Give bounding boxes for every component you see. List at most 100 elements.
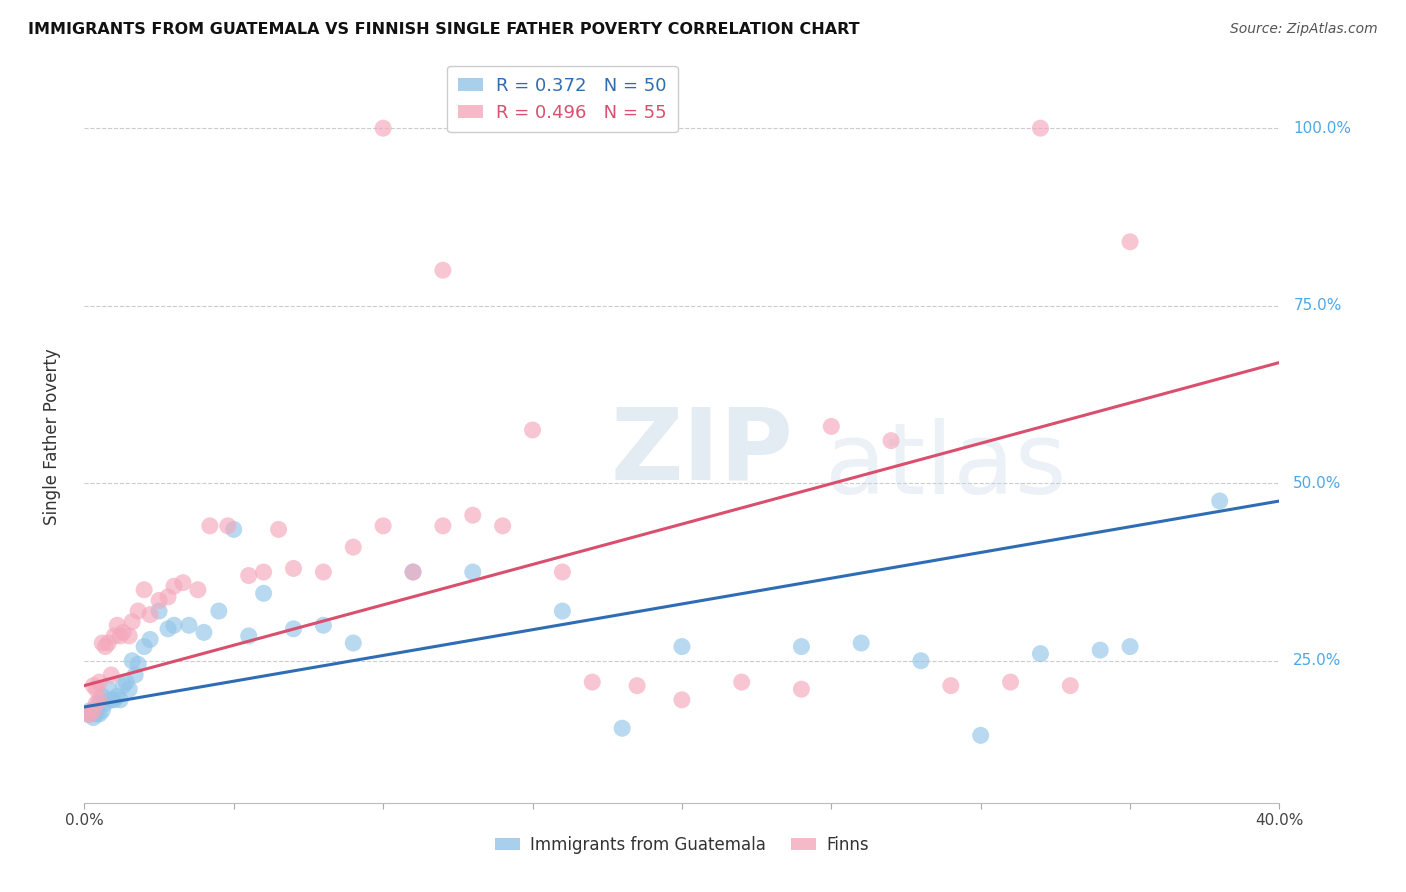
Point — [127, 657, 149, 672]
Point — [1090, 643, 1112, 657]
Point — [626, 679, 648, 693]
Point — [86, 697, 108, 711]
Point — [671, 693, 693, 707]
Point — [1209, 494, 1232, 508]
Point — [89, 697, 111, 711]
Point — [222, 522, 245, 536]
Point — [551, 565, 574, 579]
Point — [177, 618, 200, 632]
Text: IMMIGRANTS FROM GUATEMALA VS FINNISH SINGLE FATHER POVERTY CORRELATION CHART: IMMIGRANTS FROM GUATEMALA VS FINNISH SIN… — [28, 22, 859, 37]
Point — [89, 693, 111, 707]
Text: 100.0%: 100.0% — [1294, 120, 1351, 136]
Point — [82, 679, 104, 693]
Point — [790, 640, 813, 654]
Point — [91, 704, 114, 718]
Point — [939, 679, 962, 693]
Point — [76, 706, 98, 721]
Point — [373, 519, 395, 533]
Point — [671, 640, 693, 654]
Point — [312, 565, 335, 579]
Point — [253, 565, 276, 579]
Point — [1119, 640, 1142, 654]
Point — [522, 423, 544, 437]
Text: 25.0%: 25.0% — [1294, 653, 1341, 668]
Point — [163, 579, 186, 593]
Point — [118, 682, 141, 697]
Text: 50.0%: 50.0% — [1294, 475, 1341, 491]
Point — [910, 654, 932, 668]
Point — [612, 721, 634, 735]
Point — [121, 615, 143, 629]
Point — [581, 675, 603, 690]
Point — [1000, 675, 1022, 690]
Point — [79, 706, 101, 721]
Point — [187, 582, 209, 597]
Text: Source: ZipAtlas.com: Source: ZipAtlas.com — [1230, 22, 1378, 37]
Point — [112, 679, 135, 693]
Point — [432, 519, 454, 533]
Point — [551, 604, 574, 618]
Point — [132, 582, 156, 597]
Point — [970, 728, 993, 742]
Point — [91, 636, 114, 650]
Point — [127, 604, 149, 618]
Point — [100, 668, 122, 682]
Point — [342, 636, 364, 650]
Point — [157, 622, 180, 636]
Point — [1059, 679, 1081, 693]
Point — [851, 636, 873, 650]
Point — [432, 263, 454, 277]
Text: 75.0%: 75.0% — [1294, 298, 1341, 313]
Point — [89, 706, 111, 721]
Point — [172, 575, 194, 590]
Point — [342, 540, 364, 554]
Text: atlas: atlas — [825, 417, 1067, 515]
Point — [402, 565, 425, 579]
Point — [163, 618, 186, 632]
Point — [217, 519, 239, 533]
Point — [731, 675, 754, 690]
Point — [148, 593, 170, 607]
Point — [1119, 235, 1142, 249]
Point — [402, 565, 425, 579]
Point — [267, 522, 290, 536]
Point — [79, 706, 101, 721]
Point — [115, 675, 138, 690]
Point — [132, 640, 156, 654]
Point — [105, 690, 128, 704]
Point — [118, 629, 141, 643]
Point — [208, 604, 231, 618]
Point — [139, 632, 162, 647]
Point — [110, 629, 132, 643]
Legend: Immigrants from Guatemala, Finns: Immigrants from Guatemala, Finns — [488, 829, 876, 860]
Point — [103, 629, 125, 643]
Point — [880, 434, 903, 448]
Point — [97, 636, 120, 650]
Point — [76, 706, 98, 721]
Point — [283, 622, 305, 636]
Point — [94, 697, 117, 711]
Point — [100, 693, 122, 707]
Point — [238, 629, 260, 643]
Point — [461, 565, 484, 579]
Point — [86, 704, 108, 718]
Point — [82, 704, 104, 718]
Point — [97, 682, 120, 697]
Point — [86, 682, 108, 697]
Point — [94, 640, 117, 654]
Point — [492, 519, 515, 533]
Point — [283, 561, 305, 575]
Text: ZIP: ZIP — [610, 403, 793, 500]
Point — [82, 710, 104, 724]
Point — [121, 654, 143, 668]
Point — [1029, 121, 1052, 136]
Point — [105, 618, 128, 632]
Point — [148, 604, 170, 618]
Point — [112, 625, 135, 640]
Point — [89, 675, 111, 690]
Point — [139, 607, 162, 622]
Point — [79, 704, 101, 718]
Point — [790, 682, 813, 697]
Point — [373, 121, 395, 136]
Point — [238, 568, 260, 582]
